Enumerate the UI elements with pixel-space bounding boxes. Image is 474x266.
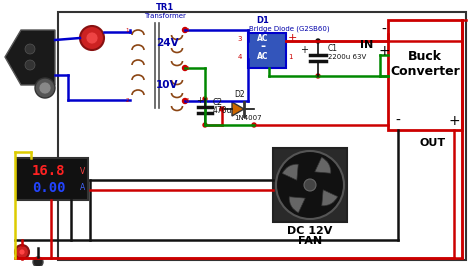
- Text: Transformer: Transformer: [144, 13, 186, 19]
- Text: -: -: [260, 40, 265, 53]
- Text: +: +: [300, 45, 308, 55]
- Text: 1N4007: 1N4007: [234, 115, 262, 121]
- Text: -: -: [396, 114, 401, 128]
- Bar: [388, 20, 462, 130]
- Text: FAN: FAN: [298, 236, 322, 246]
- Text: D1: D1: [256, 16, 269, 25]
- Circle shape: [19, 249, 25, 255]
- Wedge shape: [315, 157, 331, 173]
- Text: AC: AC: [257, 34, 269, 43]
- Text: +: +: [288, 33, 297, 43]
- Text: 3: 3: [185, 27, 189, 32]
- Circle shape: [182, 98, 188, 103]
- Text: IN: IN: [360, 40, 373, 50]
- Text: 470u: 470u: [213, 106, 233, 115]
- Text: 24V: 24V: [155, 38, 178, 48]
- Circle shape: [35, 78, 55, 98]
- Bar: [273, 148, 347, 222]
- Wedge shape: [322, 190, 337, 206]
- Text: 10V: 10V: [156, 80, 178, 90]
- Wedge shape: [289, 197, 305, 213]
- Text: A: A: [81, 184, 86, 193]
- Text: 3: 3: [237, 36, 242, 42]
- Text: Converter: Converter: [390, 65, 460, 78]
- Text: -: -: [382, 23, 386, 37]
- Circle shape: [316, 39, 320, 43]
- Wedge shape: [283, 164, 298, 180]
- Text: 2200u 63V: 2200u 63V: [328, 54, 366, 60]
- Text: AC: AC: [257, 52, 269, 61]
- Circle shape: [252, 123, 256, 127]
- Text: Buck: Buck: [408, 50, 442, 63]
- Text: V: V: [81, 167, 86, 176]
- Text: C1: C1: [328, 44, 338, 53]
- Text: 16.8: 16.8: [32, 164, 65, 178]
- Bar: [58, 12, 466, 260]
- Text: 0.00: 0.00: [32, 181, 65, 195]
- Text: 1: 1: [125, 27, 129, 32]
- Circle shape: [182, 27, 188, 32]
- Bar: [248, 33, 286, 68]
- Text: +: +: [378, 44, 390, 58]
- Text: 1: 1: [288, 54, 292, 60]
- Circle shape: [33, 257, 43, 266]
- Text: Bridge Diode (G2SB60): Bridge Diode (G2SB60): [249, 25, 329, 31]
- Circle shape: [182, 65, 188, 70]
- Text: C2: C2: [213, 98, 223, 107]
- Text: 5: 5: [185, 65, 189, 70]
- Circle shape: [15, 245, 29, 259]
- Text: 4: 4: [237, 54, 242, 60]
- Text: OUT: OUT: [420, 138, 446, 148]
- Text: DC 12V: DC 12V: [287, 226, 333, 236]
- Circle shape: [25, 60, 35, 70]
- Text: D2: D2: [234, 90, 245, 99]
- Circle shape: [25, 44, 35, 54]
- Circle shape: [220, 107, 224, 111]
- Circle shape: [39, 82, 51, 94]
- Polygon shape: [232, 102, 244, 116]
- Circle shape: [203, 97, 207, 101]
- Bar: [16, 158, 88, 200]
- Circle shape: [304, 179, 316, 191]
- Polygon shape: [5, 30, 55, 85]
- Text: 2: 2: [125, 98, 129, 103]
- Circle shape: [316, 74, 320, 78]
- Text: TR1: TR1: [156, 3, 174, 12]
- Circle shape: [80, 26, 104, 50]
- Circle shape: [203, 123, 207, 127]
- Text: +: +: [448, 114, 460, 128]
- Text: +: +: [196, 96, 203, 105]
- Circle shape: [86, 32, 98, 44]
- Circle shape: [276, 151, 344, 219]
- Text: 6: 6: [185, 98, 189, 103]
